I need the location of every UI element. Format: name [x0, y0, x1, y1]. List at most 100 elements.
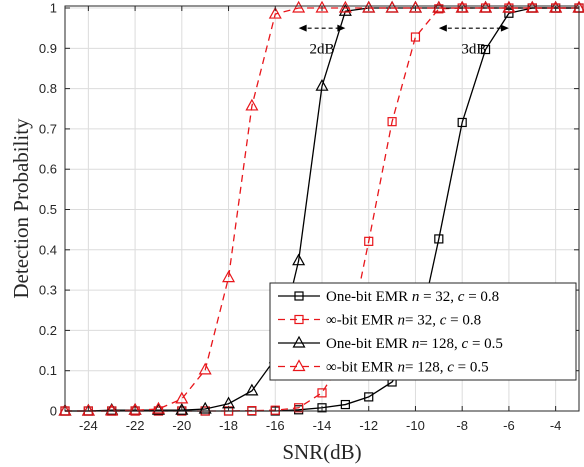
legend-marker — [294, 291, 304, 301]
legend-label-part: = 0.8 — [464, 289, 499, 305]
x-tick-label: -8 — [456, 418, 468, 433]
series-4-point — [362, 0, 376, 13]
legend-marker — [292, 335, 306, 348]
legend-item-4: ∞-bit EMR n= 128, c = 0.5 — [278, 359, 489, 376]
series-4-point — [128, 402, 142, 415]
x-tick-label: -20 — [172, 418, 191, 433]
series-4-point — [58, 403, 72, 416]
y-tick-label: 0.4 — [39, 242, 57, 257]
legend-label-part: n — [398, 313, 406, 329]
x-axis-title: SNR(dB) — [282, 440, 361, 464]
legend-label-part: = 128, — [419, 336, 461, 352]
x-tick-label: -24 — [79, 418, 98, 433]
y-tick-label: 0.5 — [39, 202, 57, 217]
y-tick-label: 0.9 — [39, 41, 57, 56]
legend-label-part: n — [398, 360, 406, 376]
y-axis-title: Detection Probability — [9, 118, 33, 299]
legend-label: ∞-bit EMR n= 32, c = 0.8 — [326, 313, 481, 329]
y-tick-label: 0.8 — [39, 81, 57, 96]
series-4-point — [408, 0, 422, 13]
series-4-point — [268, 6, 282, 19]
series-4-point — [385, 0, 399, 13]
series-1-point — [434, 234, 444, 244]
series-1-point — [317, 403, 327, 413]
y-tick-label: 0 — [50, 404, 57, 419]
legend-item-2: ∞-bit EMR n= 32, c = 0.8 — [278, 313, 481, 329]
series-1-point — [457, 117, 467, 128]
legend-label-part: c — [458, 289, 465, 305]
legend-label-part: = 32, — [419, 289, 457, 305]
series-4-point — [105, 403, 119, 416]
x-tick-label: -10 — [406, 418, 425, 433]
legend-label-part: c — [447, 360, 454, 376]
series-4-point — [245, 98, 259, 111]
series-4-point — [432, 0, 446, 13]
x-tick-label: -12 — [359, 418, 378, 433]
axis-ticks: -24 -22 -20 -18 -16 -14 -12 -10 -8 -6 -4 0 0.1 0.2 0.3… — [39, 1, 579, 433]
annotation-label: 3dB — [461, 41, 486, 57]
series-4-point — [479, 0, 493, 13]
legend-label-part: c — [440, 313, 447, 329]
legend-label-part: One-bit EMR — [326, 336, 412, 352]
annotation-labels: 2dB 3dB — [309, 41, 486, 57]
series-2-point — [410, 32, 421, 42]
x-tick-label: -16 — [266, 418, 285, 433]
series-3-point — [315, 78, 329, 91]
x-tick-label: -4 — [550, 418, 562, 433]
series-4-point — [151, 401, 165, 414]
series-4-point — [292, 0, 306, 13]
legend-label-part: One-bit EMR — [326, 289, 412, 305]
legend-label-part: = 0.5 — [454, 360, 489, 376]
legend-marker — [292, 359, 306, 372]
legend-label: ∞-bit EMR n= 128, c = 0.5 — [326, 360, 489, 376]
series-3-point — [198, 401, 212, 414]
y-tick-label: 0.2 — [39, 323, 57, 338]
series-4-point — [502, 0, 516, 13]
series-2-point — [294, 403, 304, 413]
legend-label-part: = 0.8 — [446, 313, 481, 329]
series-2-point — [317, 388, 327, 398]
series-3-point — [385, 0, 399, 13]
x-tick-label: -18 — [219, 418, 238, 433]
series-1-point — [480, 44, 491, 55]
legend-item-1: One-bit EMR n = 32, c = 0.8 — [278, 289, 499, 305]
y-tick-label: 1 — [50, 1, 57, 16]
x-tick-label: -6 — [503, 418, 515, 433]
series-1-point — [340, 399, 350, 410]
legend-marker — [294, 314, 304, 325]
legend-label: One-bit EMR n = 32, c = 0.8 — [326, 289, 499, 305]
legend-label-part: n — [412, 289, 420, 305]
series-3-point — [245, 383, 259, 396]
legend-label-part: = 32, — [405, 313, 440, 329]
series-4-point — [222, 270, 236, 283]
annotation-arrowhead-right — [500, 24, 509, 32]
x-tick-label: -14 — [313, 418, 332, 433]
legend-label-part: ∞-bit EMR — [326, 360, 398, 376]
series-4-point — [315, 0, 329, 13]
series-2-point — [364, 236, 374, 246]
series-3-point — [292, 253, 306, 266]
annotation-label: 2dB — [309, 41, 334, 57]
series-3-point — [338, 3, 352, 16]
legend-box — [269, 282, 577, 381]
y-tick-label: 0.1 — [39, 363, 57, 378]
series-2-point — [387, 117, 397, 127]
series-4-point — [549, 0, 563, 13]
legend: One-bit EMR n = 32, c = 0.8∞-bit EMR n= … — [269, 282, 577, 381]
legend-label-part: n — [412, 336, 420, 352]
series-1-point — [364, 392, 374, 402]
legend-item-3: One-bit EMR n= 128, c = 0.5 — [278, 335, 503, 352]
y-tick-label: 0.3 — [39, 283, 57, 298]
legend-label-part: ∞-bit EMR — [326, 313, 398, 329]
annotation-arrowhead-left — [438, 24, 447, 32]
x-tick-label: -22 — [126, 418, 145, 433]
legend-label: One-bit EMR n= 128, c = 0.5 — [326, 336, 503, 352]
annotation-arrows — [298, 24, 509, 32]
series-4-point — [455, 0, 469, 13]
series-4-point — [338, 0, 352, 13]
y-tick-label: 0.6 — [39, 162, 57, 177]
y-tick-label: 0.7 — [39, 121, 57, 136]
legend-label-part: = 0.5 — [468, 336, 503, 352]
series-4-point — [525, 0, 539, 13]
series-4-point — [175, 391, 189, 404]
